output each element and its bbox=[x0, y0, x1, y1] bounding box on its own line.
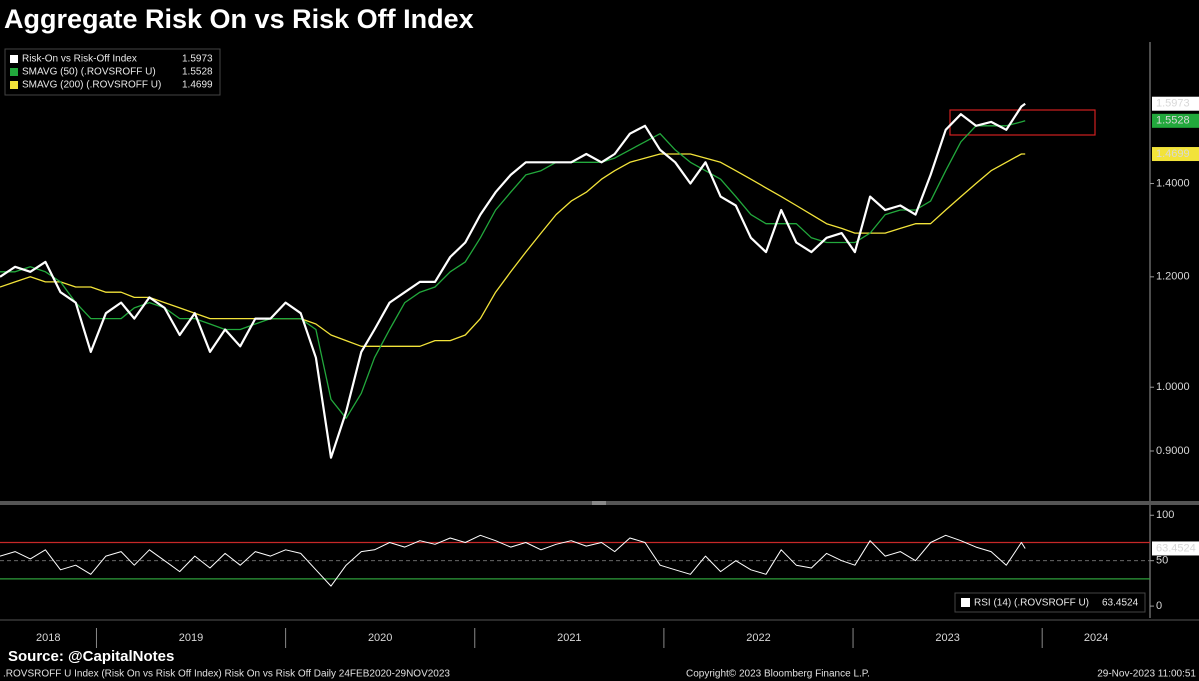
series-line bbox=[0, 120, 1026, 419]
series-line bbox=[0, 534, 1026, 587]
x-tick-label: 2018 bbox=[36, 632, 60, 644]
rsi-legend-box bbox=[954, 592, 1146, 613]
last-value-tag bbox=[1152, 541, 1199, 556]
y-tick-label: 1.4000 bbox=[1156, 177, 1190, 189]
legend-value: 1.4699 bbox=[182, 80, 213, 91]
y-tick-label: 0 bbox=[1156, 600, 1162, 612]
y-tick-label: 1.0000 bbox=[1156, 381, 1190, 393]
legend-label: RSI (14) (.ROVSROFF U) bbox=[974, 598, 1089, 609]
x-tick-label: 2024 bbox=[1084, 632, 1108, 644]
last-value-tag bbox=[1152, 113, 1199, 128]
x-tick-label: 2021 bbox=[557, 632, 581, 644]
legend-swatch bbox=[961, 598, 970, 607]
plot-layer: 0.9000 1.0000 1.2000 1.4000 2018 2019 2020 2021… bbox=[0, 54, 1199, 648]
last-value-label: 1.5973 bbox=[1156, 98, 1190, 110]
y-tick-label: 100 bbox=[1156, 509, 1174, 521]
series-line bbox=[0, 102, 1026, 459]
separator-handle bbox=[592, 501, 606, 505]
last-value-tag bbox=[1152, 96, 1199, 111]
legend-label: SMAVG (50) (.ROVSROFF U) bbox=[22, 67, 156, 78]
footer-copyright: Copyright© 2023 Bloomberg Finance L.P. bbox=[686, 669, 870, 680]
last-value-tag bbox=[1152, 147, 1199, 162]
annotation-box bbox=[949, 109, 1096, 136]
last-value-label: 1.5528 bbox=[1156, 115, 1190, 127]
last-value-label: 63.4524 bbox=[1156, 542, 1196, 554]
last-value-label: 1.4699 bbox=[1156, 148, 1190, 160]
footer-timestamp: 29-Nov-2023 11:00:51 bbox=[1097, 669, 1196, 680]
series-line bbox=[0, 153, 1026, 347]
legend-value: 1.5528 bbox=[182, 67, 213, 78]
y-tick-label: 0.9000 bbox=[1156, 445, 1190, 457]
x-tick-label: 2022 bbox=[746, 632, 770, 644]
legend-box bbox=[4, 48, 221, 96]
x-tick-label: 2019 bbox=[179, 632, 203, 644]
x-tick-label: 2020 bbox=[368, 632, 392, 644]
legend-value: 63.4524 bbox=[1102, 598, 1139, 609]
source: Source: @CapitalNotes bbox=[8, 648, 174, 665]
chart-title: Aggregate Risk On vs Risk Off Index bbox=[4, 4, 474, 34]
legend-value: 1.5973 bbox=[182, 54, 213, 65]
footer-description: .ROVSROFF U Index (Risk On vs Risk Off I… bbox=[3, 669, 450, 680]
legend-label: SMAVG (200) (.ROVSROFF U) bbox=[22, 80, 161, 91]
legend-label: Risk-On vs Risk-Off Index bbox=[22, 54, 137, 65]
legend-swatch bbox=[10, 55, 18, 63]
y-tick-label: 50 bbox=[1156, 555, 1168, 567]
legend-swatch bbox=[10, 68, 18, 76]
legend-swatch bbox=[10, 81, 18, 89]
y-tick-label: 1.2000 bbox=[1156, 271, 1190, 283]
x-tick-label: 2023 bbox=[935, 632, 959, 644]
